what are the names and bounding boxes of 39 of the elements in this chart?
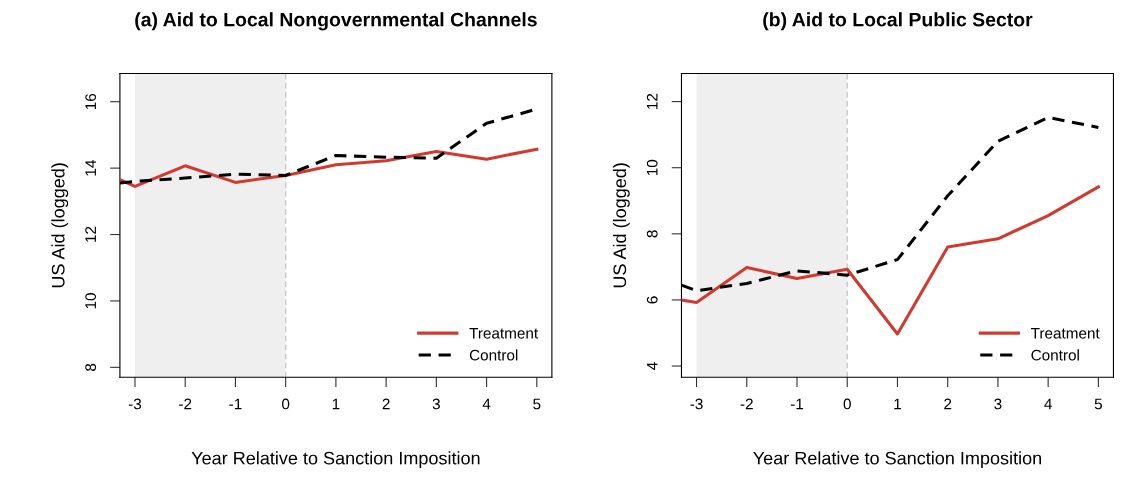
x-tick-label: 5 [533,398,541,410]
legend-label: Treatment [1031,327,1100,339]
chart-title: (b) Aid to Local Public Sector [763,12,1033,31]
legend-label: Treatment [469,327,539,339]
x-tick-label: -1 [790,398,804,410]
x-tick-label: 2 [382,398,390,410]
y-tick-label: 10 [646,159,658,176]
y-tick-label: 12 [85,226,96,242]
legend-label: Control [1031,349,1079,361]
y-tick-label: 4 [646,362,658,370]
x-tick-label: -2 [179,398,192,410]
x-tick-label: -1 [229,398,242,410]
y-tick-label: 8 [646,230,658,238]
y-tick-label: 8 [85,363,97,371]
y-tick-label: 14 [85,160,96,176]
y-tick-label: 12 [646,93,658,109]
x-tick-label: 4 [482,398,491,410]
x-tick-label: 1 [332,398,340,410]
line-series [119,147,539,188]
x-tick-label: 3 [432,398,440,410]
y-tick-label: 16 [85,93,97,110]
y-tick-label: 10 [85,293,97,309]
x-tick-label: -3 [690,398,703,410]
y-axis-title: US Aid (logged) [612,163,630,288]
x-tick-label: 5 [1094,398,1102,410]
x-tick-label: 0 [843,398,851,410]
x-tick-label: -3 [128,398,142,410]
x-axis-title: Year Relative to Sanction Imposition [191,451,480,469]
x-axis-title: Year Relative to Sanction Imposition [753,451,1041,469]
x-tick-label: 0 [282,398,290,410]
x-tick-label: -2 [740,398,753,410]
x-tick-label: 2 [944,398,952,410]
legend-label: Control [469,349,518,361]
x-tick-label: 4 [1044,398,1052,410]
chart-title: (a) Aid to Local Nongovernmental Channels [135,12,537,31]
x-tick-label: 1 [894,398,901,410]
x-tick-label: 3 [994,398,1002,410]
y-tick-label: 6 [646,296,658,304]
y-axis-title: US Aid (logged) [51,163,69,288]
